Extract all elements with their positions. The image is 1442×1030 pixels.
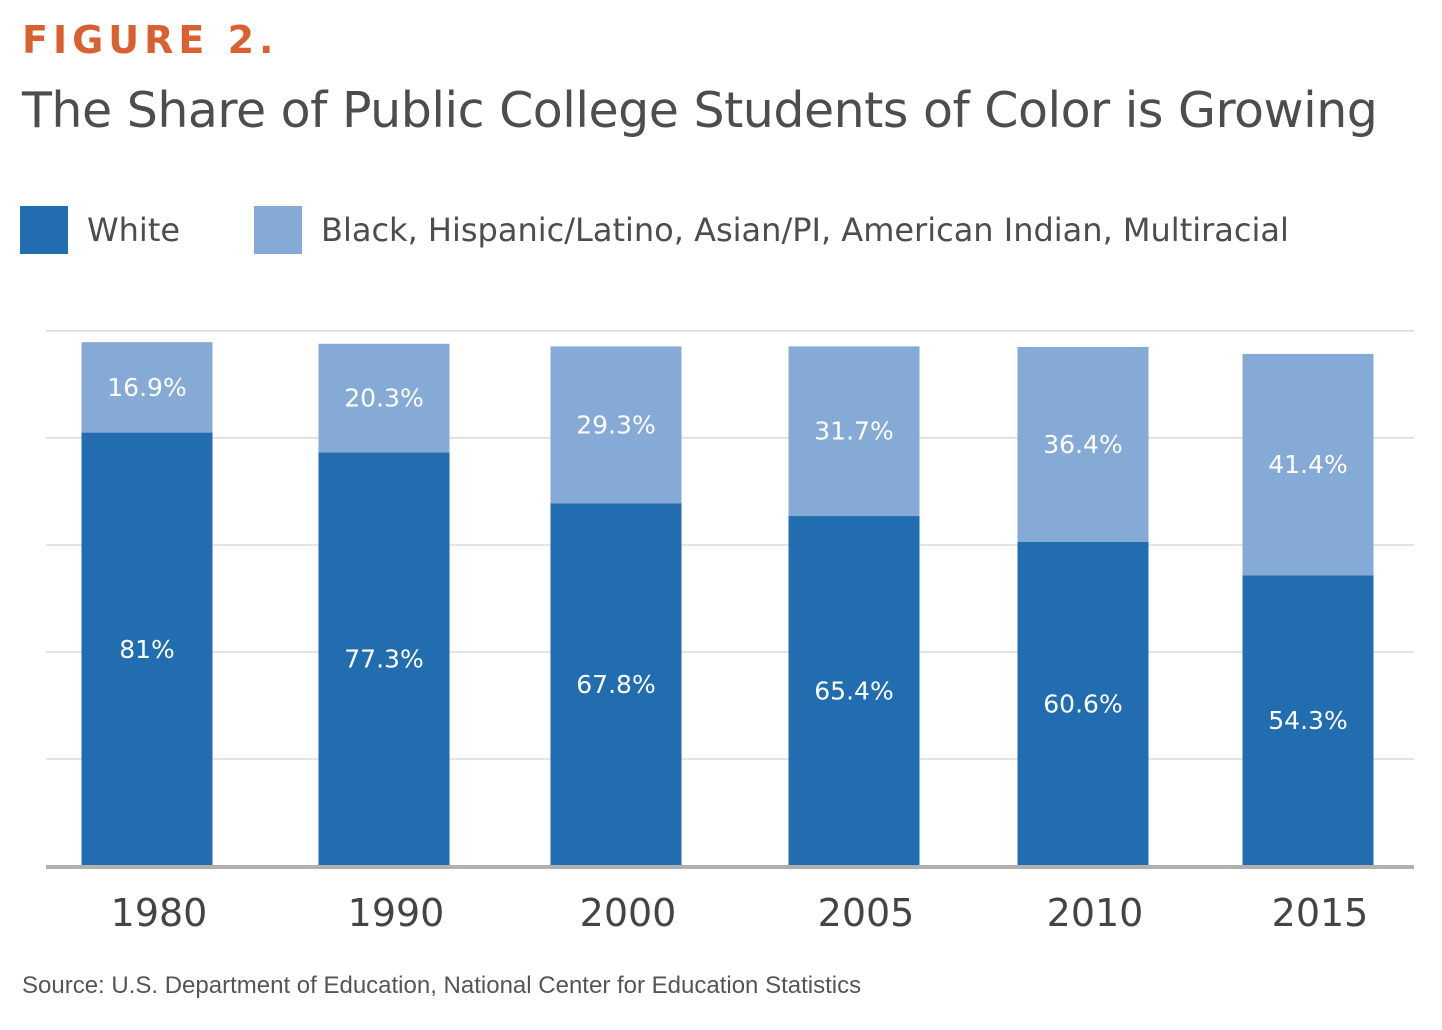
bar-white-2000 — [550, 503, 682, 866]
bar-students-of-color-2000 — [550, 346, 682, 504]
bar-students-of-color-2010 — [1017, 346, 1149, 542]
figure-label: FIGURE 2. — [22, 18, 279, 62]
data-label-students-of-color-1980: 16.9% — [107, 373, 186, 402]
bar-labels: 81% 16.9% 77.3% 20.3% 67.8% 29.3% 65.4% 31.7% 60… — [107, 373, 1347, 735]
data-label-students-of-color-2005: 31.7% — [814, 417, 893, 446]
x-tick-label-2000: 2000 — [580, 891, 677, 935]
bar-white-1980 — [81, 432, 213, 866]
data-label-white-2005: 65.4% — [814, 677, 893, 706]
data-label-white-2015: 54.3% — [1268, 706, 1347, 735]
legend-item-students-of-color: Black, Hispanic/Latino, Asian/PI, Americ… — [254, 206, 1289, 254]
x-tick-label-2010: 2010 — [1047, 891, 1144, 935]
bar-students-of-color-2015 — [1242, 353, 1374, 576]
bar-white-2015 — [1242, 575, 1374, 866]
data-label-white-2000: 67.8% — [576, 670, 655, 699]
chart-title: The Share of Public College Students of … — [22, 82, 1378, 139]
bars — [81, 342, 1374, 866]
legend-swatch-students-of-color — [254, 206, 302, 254]
x-tick-label-1980: 1980 — [111, 891, 208, 935]
bar-students-of-color-1980 — [81, 342, 213, 433]
legend-swatch-white — [20, 206, 68, 254]
data-label-students-of-color-2000: 29.3% — [576, 410, 655, 439]
source-note: Source: U.S. Department of Education, Na… — [22, 972, 862, 999]
data-label-white-1980: 81% — [119, 635, 175, 664]
x-tick-label-2015: 2015 — [1272, 891, 1369, 935]
legend: White Black, Hispanic/Latino, Asian/PI, … — [20, 206, 1420, 256]
data-label-students-of-color-2015: 41.4% — [1268, 450, 1347, 479]
data-label-students-of-color-2010: 36.4% — [1043, 430, 1122, 459]
data-label-white-2010: 60.6% — [1043, 689, 1122, 718]
bar-students-of-color-1990 — [318, 343, 450, 453]
bar-white-2010 — [1017, 541, 1149, 866]
gridlines — [46, 330, 1414, 760]
bar-white-1990 — [318, 452, 450, 866]
legend-label-students-of-color: Black, Hispanic/Latino, Asian/PI, Americ… — [321, 211, 1289, 249]
legend-item-white: White — [20, 206, 180, 254]
x-axis: 1980 1990 2000 2005 2010 2015 — [46, 865, 1414, 935]
data-label-white-1990: 77.3% — [344, 645, 423, 674]
x-tick-label-1990: 1990 — [348, 891, 445, 935]
x-tick-label-2005: 2005 — [818, 891, 915, 935]
data-label-students-of-color-1990: 20.3% — [344, 384, 423, 413]
stacked-bar-chart: 81% 16.9% 77.3% 20.3% 67.8% 29.3% 65.4% 31.7% 60… — [46, 330, 1414, 935]
bar-students-of-color-2005 — [788, 346, 920, 517]
bar-white-2005 — [788, 516, 920, 866]
legend-label-white: White — [87, 211, 181, 249]
